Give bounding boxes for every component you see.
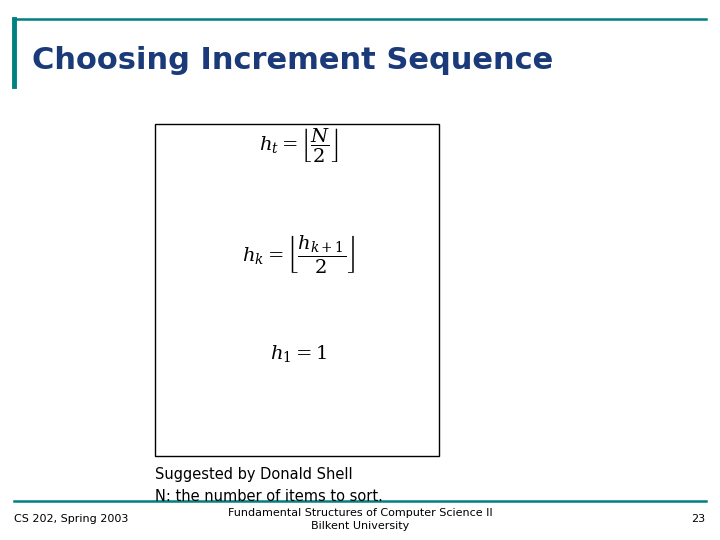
Text: Suggested by Donald Shell
N: the number of items to sort.: Suggested by Donald Shell N: the number …	[155, 467, 382, 504]
FancyBboxPatch shape	[155, 124, 439, 456]
Text: $h_t = \left\lfloor \dfrac{N}{2} \right\rfloor$: $h_t = \left\lfloor \dfrac{N}{2} \right\…	[259, 127, 338, 165]
Text: 23: 23	[691, 515, 706, 524]
Text: Choosing Increment Sequence: Choosing Increment Sequence	[32, 46, 554, 75]
Text: $h_1 = 1$: $h_1 = 1$	[270, 343, 328, 364]
Text: CS 202, Spring 2003: CS 202, Spring 2003	[14, 515, 129, 524]
Text: $h_k = \left\lfloor \dfrac{h_{k+1}}{2} \right\rfloor$: $h_k = \left\lfloor \dfrac{h_{k+1}}{2} \…	[242, 233, 356, 275]
Text: Fundamental Structures of Computer Science II
Bilkent University: Fundamental Structures of Computer Scien…	[228, 508, 492, 531]
